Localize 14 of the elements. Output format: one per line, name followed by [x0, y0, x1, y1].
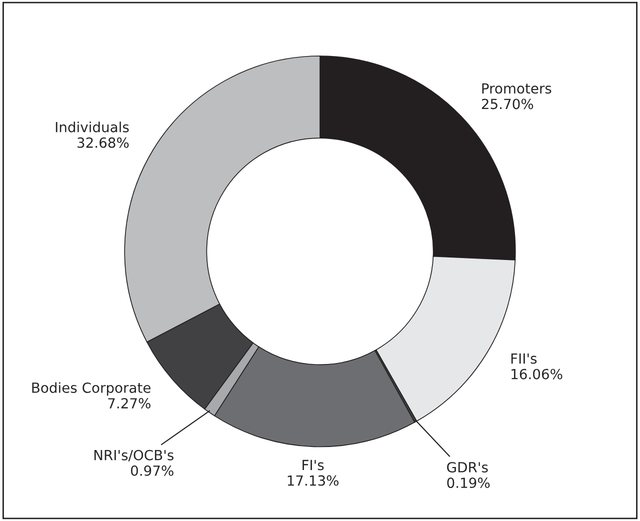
slice-label: FII's	[511, 353, 537, 364]
slice-label: FI's	[302, 460, 324, 470]
data-label: 0.97%	[130, 465, 174, 476]
slice-label: GDR's	[447, 462, 488, 472]
slice-label: NRI's/OCB's	[94, 450, 174, 462]
data-label: 25.70%	[482, 98, 534, 110]
slice-label: Promoters	[482, 83, 552, 94]
data-label: 0.19%	[447, 478, 490, 488]
slice-label: Bodies Corporate	[32, 382, 150, 396]
data-label: 16.06%	[512, 368, 562, 380]
data-label: 17.13%	[288, 475, 339, 486]
data-label: 7.27%	[108, 398, 150, 409]
data-label: 32.68%	[78, 137, 129, 148]
slice-label: Individuals	[56, 122, 129, 132]
